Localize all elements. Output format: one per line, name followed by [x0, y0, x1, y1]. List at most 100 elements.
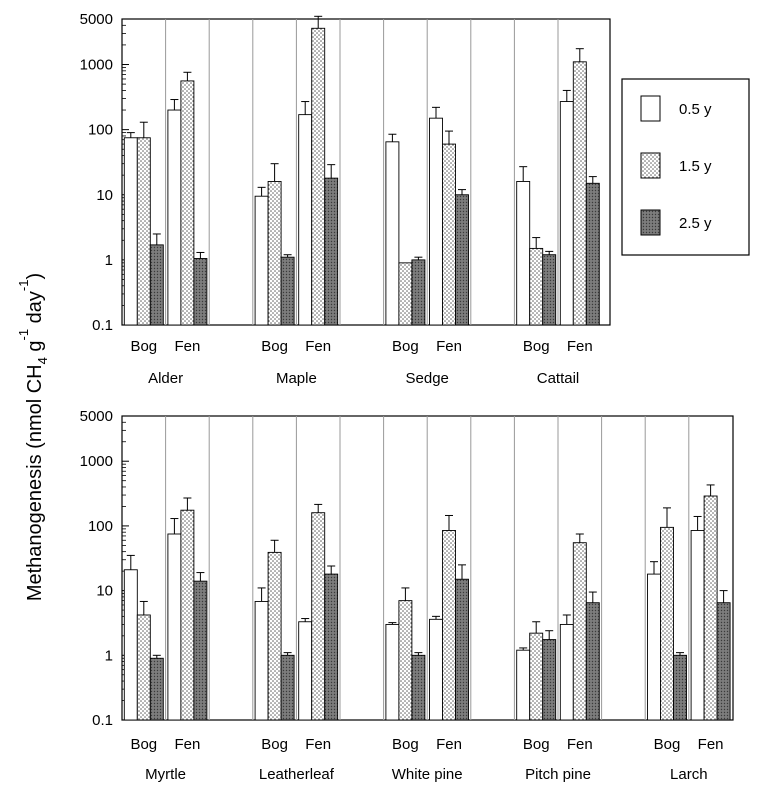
bar-cattail-bog-25y — [542, 254, 557, 326]
subgroup-label-bog: Bog — [130, 736, 157, 753]
y-tick-label: 0.1 — [92, 317, 113, 334]
bar-leatherleaf-fen-15y — [311, 512, 326, 721]
bar-cattail-bog-05y — [516, 181, 531, 326]
bar-larch-bog-05y — [647, 573, 661, 721]
top-panel: 5000 1000 100 10 1 0.1 Bog Fen Alder Bog Fen Maple B… — [80, 11, 611, 387]
bar-maple-fen-05y — [298, 114, 313, 326]
y-axis-label: Methanogenesis (nmol CH4 g-1 day-1) — [16, 273, 50, 601]
y-tick-label: 100 — [88, 122, 113, 139]
plot-frame — [121, 18, 611, 326]
subgroup-label-bog: Bog — [392, 736, 419, 753]
bar-cattail-fen-25y — [585, 182, 600, 326]
bar-alder-fen-05y — [167, 109, 182, 326]
bar-myrtle-bog-05y — [123, 569, 138, 721]
y-tick-label: 1 — [105, 647, 113, 664]
y-axis-label-subscript: 4 — [35, 357, 50, 364]
bar-white-pine-bog-25y — [411, 654, 426, 721]
y-tick-label: 1000 — [80, 453, 113, 470]
bar-pitch-pine-fen-05y — [559, 623, 574, 721]
bar-larch-bog-15y — [660, 526, 674, 721]
bar-white-pine-bog-15y — [398, 600, 413, 721]
bar-myrtle-fen-25y — [193, 580, 208, 721]
subgroup-label-fen: Fen — [436, 338, 462, 355]
y-axis-label-superscript-1: -1 — [16, 329, 31, 341]
bar-alder-fen-25y — [193, 258, 208, 326]
bar-cattail-fen-15y — [572, 61, 587, 326]
bar-sedge-bog-25y — [411, 259, 426, 326]
group-label: Larch — [670, 766, 708, 783]
bar-alder-bog-25y — [149, 244, 164, 326]
bar-cattail-bog-15y — [529, 247, 544, 326]
bar-larch-fen-05y — [690, 530, 705, 721]
bar-alder-bog-05y — [123, 137, 138, 326]
bar-maple-bog-05y — [254, 195, 269, 326]
legend-swatch-0.5y — [640, 95, 661, 122]
subgroup-label-fen: Fen — [567, 338, 593, 355]
bar-larch-bog-25y — [673, 654, 687, 721]
group-label: Sedge — [406, 370, 449, 387]
group-label: White pine — [392, 766, 463, 783]
subgroup-label-fen: Fen — [436, 736, 462, 753]
legend-swatch-1.5y — [640, 152, 661, 179]
legend-label-0.5y: 0.5 y — [679, 101, 712, 118]
subgroup-label-bog: Bog — [130, 338, 157, 355]
legend-swatch-2.5y — [640, 209, 661, 236]
bar-sedge-fen-25y — [455, 194, 469, 326]
bar-sedge-bog-15y — [398, 262, 413, 326]
bar-leatherleaf-fen-05y — [298, 621, 313, 721]
bar-sedge-bog-05y — [385, 141, 400, 326]
bar-cattail-fen-05y — [559, 101, 574, 326]
bar-pitch-pine-bog-05y — [516, 649, 531, 721]
group-label: Leatherleaf — [259, 766, 335, 783]
legend-label-1.5y: 1.5 y — [679, 158, 712, 175]
subgroup-label-bog: Bog — [261, 338, 288, 355]
subgroup-label-fen: Fen — [174, 338, 200, 355]
y-tick-label: 5000 — [80, 408, 113, 425]
group-label: Pitch pine — [525, 766, 591, 783]
bar-white-pine-fen-25y — [455, 578, 469, 721]
y-tick-label: 5000 — [80, 11, 113, 28]
bar-leatherleaf-fen-25y — [324, 573, 339, 721]
bar-maple-bog-15y — [267, 181, 282, 326]
bar-pitch-pine-bog-25y — [542, 639, 557, 721]
legend-label-2.5y: 2.5 y — [679, 215, 712, 232]
y-tick-label: 100 — [88, 518, 113, 535]
bar-myrtle-bog-25y — [149, 657, 164, 721]
bar-myrtle-bog-15y — [136, 614, 151, 721]
bar-white-pine-fen-15y — [442, 530, 456, 721]
subgroup-label-fen: Fen — [698, 736, 724, 753]
subgroup-label-fen: Fen — [305, 736, 331, 753]
bar-pitch-pine-fen-15y — [572, 542, 587, 721]
y-tick-label: 1000 — [80, 57, 113, 74]
bar-maple-fen-15y — [311, 27, 326, 326]
bar-sedge-fen-15y — [442, 143, 456, 326]
subgroup-label-bog: Bog — [523, 338, 550, 355]
bar-myrtle-fen-05y — [167, 533, 182, 721]
bar-white-pine-bog-05y — [385, 623, 400, 721]
bar-alder-fen-15y — [180, 80, 195, 326]
y-tick-label: 0.1 — [92, 712, 113, 729]
bar-maple-bog-25y — [280, 256, 295, 326]
bar-larch-fen-15y — [703, 495, 718, 721]
bar-white-pine-fen-05y — [429, 618, 443, 721]
subgroup-label-bog: Bog — [523, 736, 550, 753]
y-axis-label-superscript-2: -1 — [16, 280, 31, 292]
bar-leatherleaf-bog-05y — [254, 600, 269, 721]
subgroup-label-fen: Fen — [305, 338, 331, 355]
bottom-panel: 5000 1000 100 10 1 0.1 Bog Fen Myrtle Bog Fen Leath… — [80, 408, 734, 783]
bar-myrtle-fen-15y — [180, 509, 195, 721]
bar-sedge-fen-05y — [429, 117, 443, 326]
bar-maple-fen-25y — [324, 177, 339, 326]
bar-larch-fen-25y — [716, 602, 731, 721]
bar-pitch-pine-fen-25y — [585, 602, 600, 721]
y-tick-label: 1 — [105, 252, 113, 269]
group-label: Myrtle — [145, 766, 186, 783]
group-label: Alder — [148, 370, 183, 387]
y-tick-label: 10 — [96, 583, 113, 600]
group-label: Maple — [276, 370, 317, 387]
subgroup-label-bog: Bog — [261, 736, 288, 753]
bar-leatherleaf-bog-25y — [280, 654, 295, 721]
bar-alder-bog-15y — [136, 137, 151, 326]
group-label: Cattail — [537, 370, 580, 387]
